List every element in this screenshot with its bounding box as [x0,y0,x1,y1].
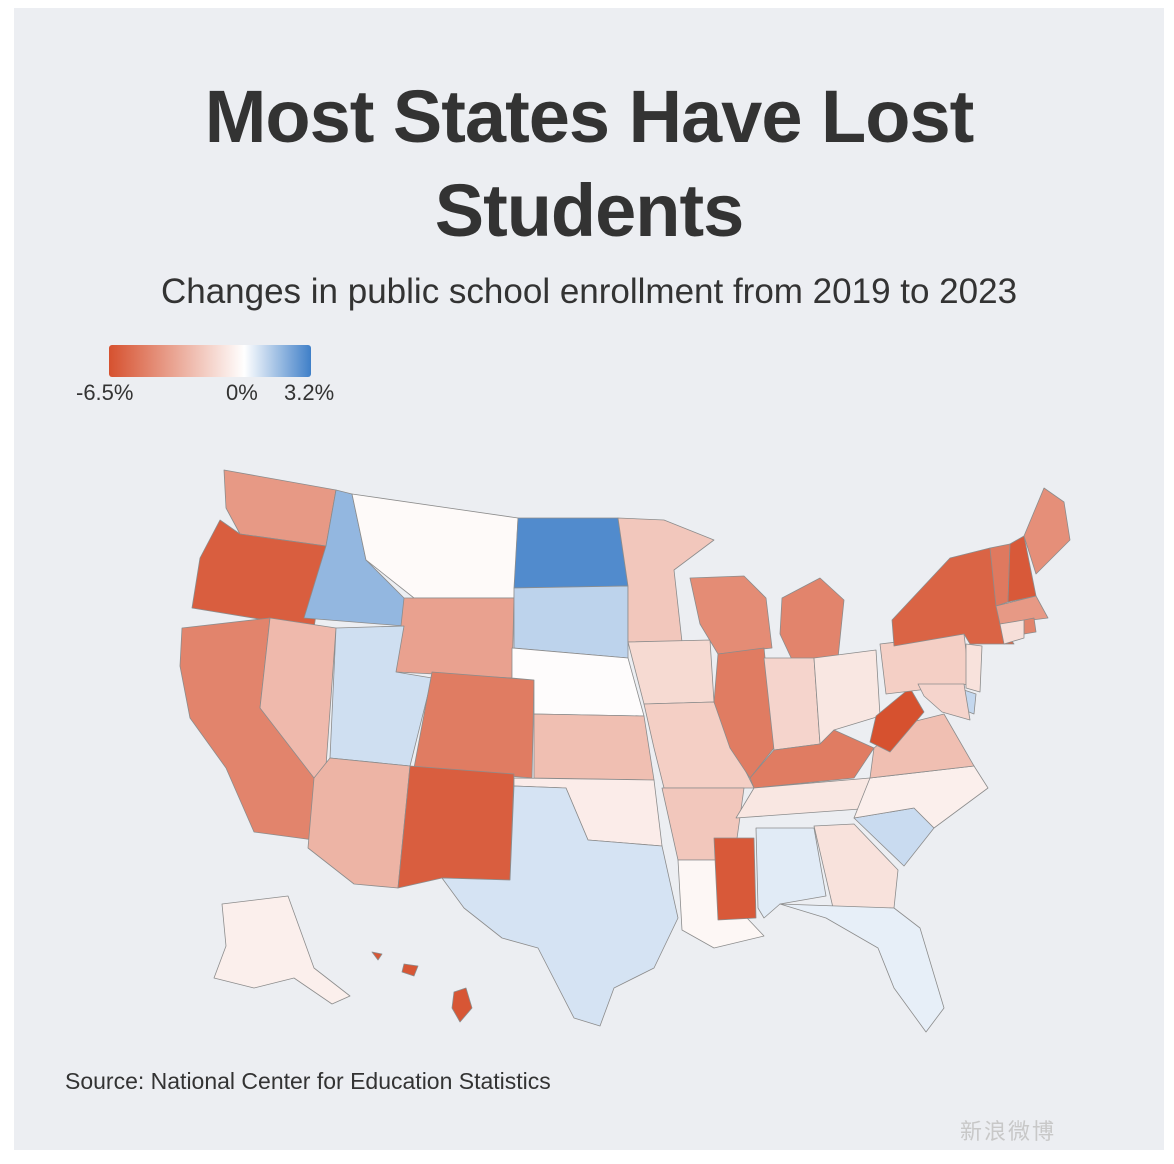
legend-max-label: 3.2% [284,380,335,405]
state-south-dakota [513,585,629,659]
legend-mid-label: 0% [226,380,258,405]
state-ohio [813,649,881,745]
state-north-dakota [513,517,629,589]
state-texas [441,785,679,1027]
state-wisconsin [689,575,773,655]
source-note: Source: National Center for Education St… [65,1068,551,1094]
state-indiana [763,657,821,751]
map-title: Most States Have Lost Students [14,70,1164,258]
state-kansas [533,713,655,781]
state-new-york [891,547,1015,647]
state-georgia [813,823,899,913]
state-connecticut [999,619,1025,645]
us-choropleth-map [179,469,1071,1033]
state-mississippi [713,837,757,921]
state-wyoming [395,597,515,679]
title-line-1: Most States Have Lost [204,75,975,158]
state-maryland [917,683,971,721]
legend-min-label: -6.5% [76,380,134,405]
state-michigan [779,577,845,665]
map-subtitle: Changes in public school enrollment from… [160,272,1018,311]
state-alaska [213,895,351,1005]
infographic-card: Most States Have Lost Students Changes i… [14,8,1164,1150]
state-minnesota [617,517,715,643]
watermark-logo: 新浪微博 [960,1119,1057,1144]
state-rhode-island [1023,617,1037,635]
state-new-jersey [965,643,983,693]
state-colorado [413,671,535,779]
state-massachusetts [995,595,1049,625]
state-west-virginia [869,687,925,753]
title-line-2: Students [434,169,745,252]
state-hawaii [371,951,473,1023]
state-florida [779,903,945,1033]
color-scale-legend-bar [109,345,311,377]
state-arizona [307,757,411,889]
state-iowa [627,639,715,705]
state-maine [1023,487,1071,575]
state-new-mexico [397,765,515,889]
